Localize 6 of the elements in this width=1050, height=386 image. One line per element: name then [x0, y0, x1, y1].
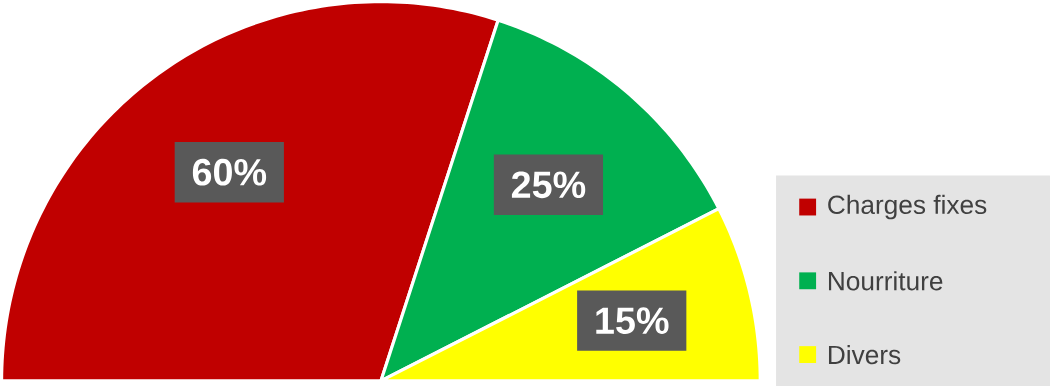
data-label: 60%: [192, 158, 267, 186]
data-label: 25%: [511, 171, 586, 199]
legend-label: Nourriture: [828, 271, 943, 291]
data-label: 15%: [596, 307, 669, 334]
legend-label: Charges fixes: [828, 194, 987, 220]
legend-label: Divers: [828, 344, 901, 365]
